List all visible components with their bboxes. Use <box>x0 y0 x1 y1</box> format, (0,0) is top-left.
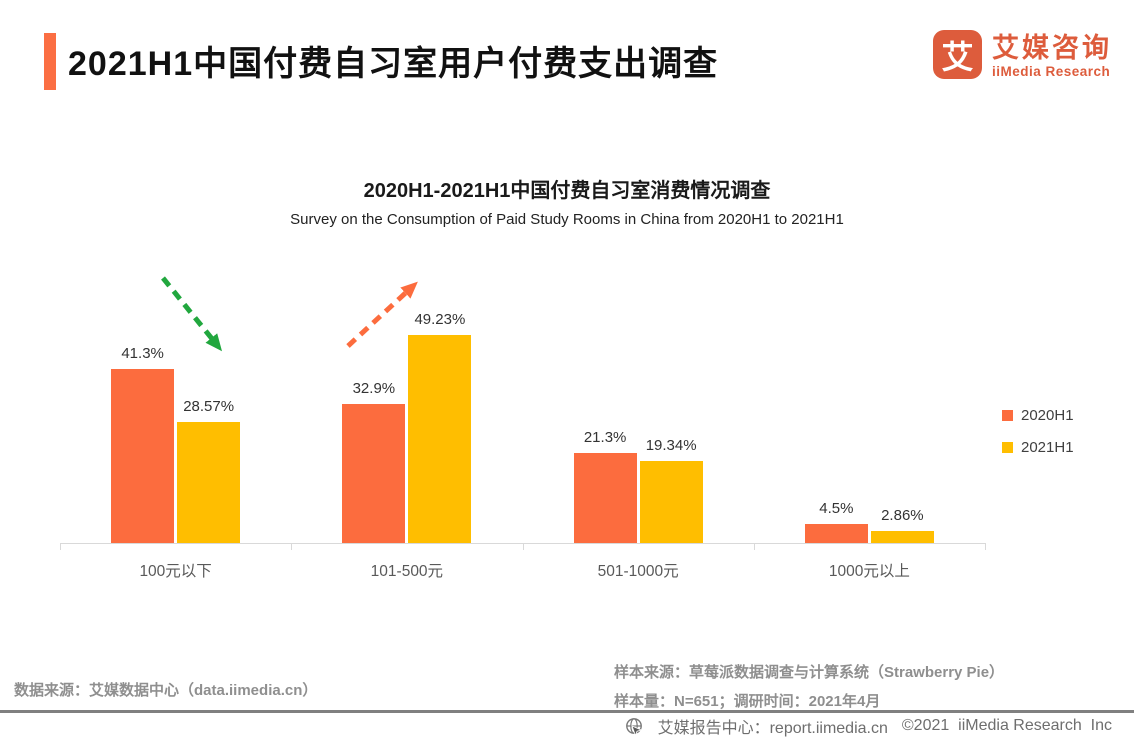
bottom-bar: 艾媒报告中心：report.iimedia.cn ©2021 iiMedia R… <box>625 714 1112 737</box>
sample-notes: 样本来源：草莓派数据调查与计算系统（Strawberry Pie） 样本量：N=… <box>614 658 1004 716</box>
brand-logo: 艾 艾媒咨询 iiMedia Research <box>933 30 1112 80</box>
category-label: 1000元以上 <box>828 563 910 580</box>
globe-icon <box>625 717 644 736</box>
axis-tick <box>985 543 986 550</box>
bar-value-label: 2.86% <box>881 506 924 524</box>
axis-tick <box>291 543 293 550</box>
sample-info-note: 样本量：N=651；调研时间：2021年4月 <box>614 693 881 710</box>
chart-title: 2020H1-2021H1中国付费自习室消费情况调查 <box>363 180 771 202</box>
category-label: 100元以下 <box>139 563 212 580</box>
bar-2020H1 <box>342 404 406 543</box>
axis-tick <box>753 543 755 550</box>
bar-2020H1 <box>111 368 175 543</box>
bar-value-label: 4.5% <box>819 500 854 518</box>
chart-legend: 2020H1 2021H1 <box>1002 407 1074 456</box>
page-title: 2021H1中国付费自习室用户付费支出调查 <box>68 45 719 83</box>
chart-subtitle: Survey on the Consumption of Paid Study … <box>290 211 844 228</box>
bar-2021H1 <box>177 422 241 543</box>
bar-2020H1 <box>573 453 637 543</box>
bar-chart-plot-area: 100元以下 41.3% 28.57% 101-500元 32.9% 49.23% 501-… <box>60 264 986 580</box>
brand-name-cn: 艾媒咨询 <box>992 33 1112 63</box>
category-label: 101-500元 <box>370 563 444 580</box>
logo-glyph: 艾 <box>941 38 974 75</box>
sample-source-note: 样本来源：草莓派数据调查与计算系统（Strawberry Pie） <box>614 664 1005 681</box>
legend-swatch <box>1002 410 1013 421</box>
logo-text: 艾媒咨询 iiMedia Research <box>992 30 1112 80</box>
bar-2021H1 <box>639 461 703 543</box>
legend-item-2021H1: 2021H1 <box>1002 439 1074 456</box>
report-center-link[interactable]: 艾媒报告中心：report.iimedia.cn <box>657 720 888 737</box>
bar-value-label: 41.3% <box>121 344 164 362</box>
bar-2021H1 <box>408 335 472 543</box>
brand-name-en: iiMedia Research <box>992 64 1111 79</box>
bar-value-label: 28.57% <box>183 398 235 416</box>
trend-arrow-up-icon <box>346 281 418 348</box>
axis-tick <box>522 543 524 550</box>
legend-label: 2021H1 <box>1021 439 1074 456</box>
bar-2020H1 <box>804 524 868 543</box>
bar-value-label: 32.9% <box>352 380 396 398</box>
bar-value-label: 19.34% <box>645 437 697 455</box>
legend-label: 2020H1 <box>1021 407 1074 424</box>
bar-2021H1 <box>870 530 934 543</box>
legend-item-2020H1: 2020H1 <box>1002 407 1074 424</box>
legend-swatch <box>1002 442 1013 453</box>
bar-value-label: 21.3% <box>583 429 627 447</box>
trend-arrow-down-icon <box>161 276 223 352</box>
bar-value-label: 49.23% <box>414 311 466 329</box>
category-label: 501-1000元 <box>597 563 679 580</box>
copyright-text: ©2021 iiMedia Research Inc <box>901 717 1112 734</box>
title-accent-bar <box>44 33 56 90</box>
iimedia-logo-icon: 艾 <box>933 30 982 79</box>
data-source-note: 数据来源：艾媒数据中心（data.iimedia.cn） <box>14 682 318 699</box>
bottom-divider <box>0 710 1134 713</box>
axis-tick <box>60 543 61 550</box>
